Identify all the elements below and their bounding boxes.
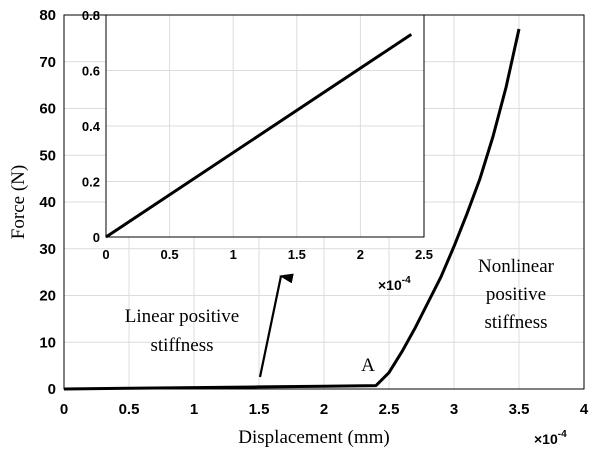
point-a-label: A: [361, 355, 375, 376]
nonlinear-label-line-2: positive: [486, 284, 546, 305]
y-tick-label: 0.6: [82, 64, 100, 79]
x-tick-label: 2.5: [415, 247, 433, 262]
y-tick-label: 0.8: [82, 8, 100, 23]
y-tick-label: 70: [39, 54, 56, 71]
x-tick-label: 1.5: [249, 401, 270, 418]
main-x-tick-labels: 0 0.5 1 1.5 2 2.5 3 3.5 4: [60, 401, 589, 418]
x-tick-label: 0.5: [119, 401, 140, 418]
inset-x-multiplier: ×10-4: [378, 275, 411, 293]
x-tick-label: 1.5: [288, 247, 306, 262]
linear-label-line-1: Linear positive: [125, 306, 240, 327]
y-tick-label: 50: [39, 147, 56, 164]
y-tick-label: 0: [93, 230, 100, 245]
y-tick-label: 10: [39, 334, 56, 351]
inset-curve: [105, 33, 413, 239]
x-tick-label: 3: [450, 401, 458, 418]
x-tick-label: 1: [230, 247, 237, 262]
linear-label-line-2: stiffness: [151, 335, 214, 356]
y-tick-label: 40: [39, 194, 56, 211]
nonlinear-label-line-3: stiffness: [485, 312, 548, 333]
x-axis-label: Displacement (mm): [238, 427, 389, 448]
y-tick-label: 0.2: [82, 175, 100, 190]
y-tick-label: 20: [39, 288, 56, 305]
y-tick-label: 0: [48, 381, 56, 398]
main-x-multiplier: ×10-4: [534, 429, 567, 447]
y-tick-label: 0.4: [82, 119, 101, 134]
inset-pointer-arrow: [258, 273, 294, 378]
inset-y-tick-labels: 0 0.2 0.4 0.6 0.8: [82, 8, 101, 245]
x-tick-label: 0.5: [161, 247, 179, 262]
y-tick-label: 60: [39, 101, 56, 118]
series-line-0: [63, 28, 521, 391]
x-tick-label: 0: [60, 401, 68, 418]
y-tick-label: 30: [39, 241, 56, 258]
inset-plot-frame: [105, 14, 425, 238]
x-tick-label: 2.5: [379, 401, 400, 418]
x-tick-label: 1: [190, 401, 198, 418]
x-tick-label: 4: [580, 401, 589, 418]
x-tick-label: 2: [357, 247, 364, 262]
inset-grid: [106, 15, 424, 237]
x-tick-label: 2: [320, 401, 328, 418]
main-curve: [63, 28, 521, 391]
nonlinear-label-line-1: Nonlinear: [478, 256, 555, 277]
x-tick-label: 3.5: [509, 401, 530, 418]
y-tick-label: 80: [39, 7, 56, 24]
main-y-tick-labels: 0 10 20 30 40 50 60 70 80: [39, 7, 56, 398]
inset-x-tick-labels: 0 0.5 1 1.5 2 2.5: [102, 247, 433, 262]
y-axis-label: Force (N): [8, 165, 29, 239]
x-tick-label: 0: [102, 247, 109, 262]
series-line-0: [105, 33, 413, 239]
